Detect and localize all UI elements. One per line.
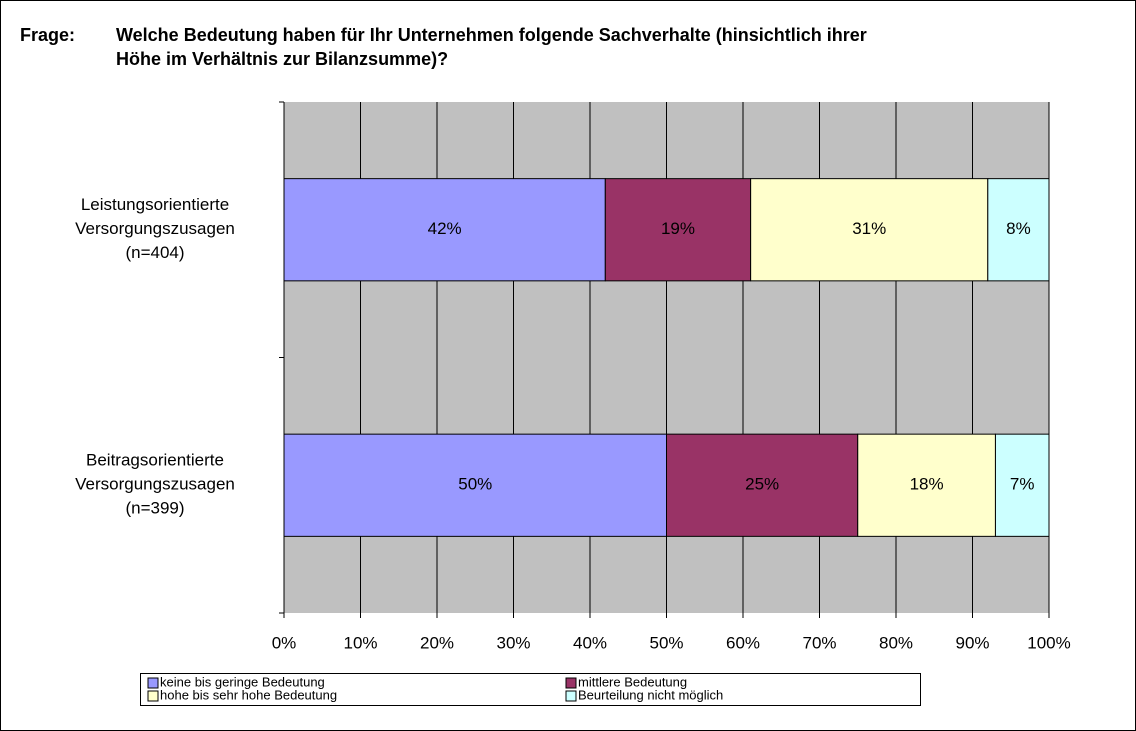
- data-label: 25%: [745, 475, 779, 494]
- y-tick-label: Leistungsorientierte: [81, 195, 229, 214]
- data-label: 18%: [910, 475, 944, 494]
- bar-segment: [604, 178, 752, 282]
- bar-segment: [666, 433, 859, 537]
- data-label: 50%: [458, 475, 492, 494]
- x-tick-label: 0%: [272, 633, 297, 652]
- bar-segment: [857, 433, 996, 537]
- x-tick-label: 50%: [649, 633, 683, 652]
- x-tick-label: 30%: [496, 633, 530, 652]
- data-label: 19%: [661, 219, 695, 238]
- x-tick-label: 40%: [573, 633, 607, 652]
- bar-segment: [283, 433, 667, 537]
- bar-segment: [283, 178, 606, 282]
- x-tick-label: 90%: [955, 633, 989, 652]
- title-line: Welche Bedeutung haben für Ihr Unternehm…: [116, 25, 867, 45]
- legend-label: mittlere Bedeutung: [578, 674, 687, 689]
- legend-box: [140, 673, 921, 706]
- data-label: 8%: [1006, 219, 1031, 238]
- x-tick-label: 20%: [420, 633, 454, 652]
- x-tick-label: 70%: [802, 633, 836, 652]
- legend-label: keine bis geringe Bedeutung: [160, 674, 325, 689]
- y-tick-label: Versorgungszusagen: [75, 219, 235, 238]
- legend-swatch: [565, 677, 577, 689]
- legend-swatch: [565, 690, 577, 702]
- data-label: 7%: [1010, 475, 1035, 494]
- legend-label: Beurteilung nicht möglich: [578, 687, 723, 702]
- title-line: Höhe im Verhältnis zur Bilanzsumme)?: [116, 49, 448, 69]
- data-label: 42%: [428, 219, 462, 238]
- y-tick-label: (n=404): [125, 243, 184, 262]
- legend-swatch: [147, 677, 159, 689]
- title-label: Frage:: [20, 25, 75, 45]
- x-tick-label: 10%: [343, 633, 377, 652]
- bar-segment: [750, 178, 989, 282]
- x-tick-label: 80%: [879, 633, 913, 652]
- bar-segment: [994, 433, 1050, 537]
- legend-swatch: [147, 690, 159, 702]
- legend-label: hohe bis sehr hohe Bedeutung: [160, 687, 337, 702]
- y-tick-label: (n=399): [125, 499, 184, 518]
- y-tick-label: Beitragsorientierte: [86, 451, 224, 470]
- x-tick-label: 60%: [726, 633, 760, 652]
- y-tick-label: Versorgungszusagen: [75, 475, 235, 494]
- bar-segment: [987, 178, 1050, 282]
- x-tick-label: 100%: [1027, 633, 1070, 652]
- data-label: 31%: [852, 219, 886, 238]
